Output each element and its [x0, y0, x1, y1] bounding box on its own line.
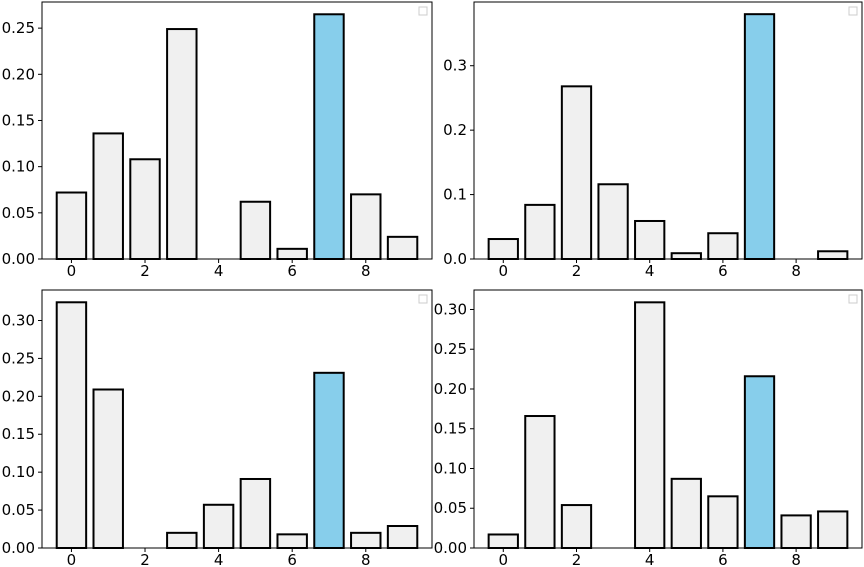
bar-5	[239, 477, 272, 549]
y-tick-label: 0.10	[2, 463, 35, 481]
x-tick-label: 0	[499, 551, 509, 567]
bar-4	[634, 301, 666, 549]
bar-0	[487, 238, 519, 260]
y-tick-label: 0.15	[2, 425, 35, 443]
bar-0	[55, 301, 88, 549]
highlighted-bar-7	[743, 375, 776, 549]
y-tick-label: 0.20	[2, 387, 35, 405]
x-tick-label: 8	[791, 262, 801, 280]
x-tick-label: 4	[214, 551, 224, 567]
axes-frame	[41, 1, 433, 260]
y-tick-label: 0.10	[434, 459, 467, 477]
x-tick-label: 2	[572, 551, 582, 567]
legend-box	[418, 6, 428, 16]
bar-1	[524, 203, 556, 261]
chart-panel-2: 0.0 0.1 0.2 0.3 0 2 4 6 8	[443, 1, 863, 280]
y-tick-label: 0.25	[2, 19, 35, 37]
bar-3	[166, 531, 198, 550]
x-tick-label: 6	[718, 551, 728, 567]
y-tick-label: 0.25	[434, 340, 467, 358]
chart-panel-3: 0.00 0.05 0.10 0.15 0.20 0.25 0.30 0 2 4 6 8	[2, 289, 433, 567]
bar-9	[386, 525, 419, 550]
y-tick-label: 0.20	[434, 380, 467, 398]
y-tick-label: 0.05	[2, 204, 35, 222]
bar-6	[276, 533, 308, 549]
y-tick-label: 0.2	[443, 121, 467, 139]
x-tick-label: 8	[791, 551, 801, 567]
bar-0	[487, 533, 519, 550]
y-tick-label: 0.20	[2, 65, 35, 83]
legend-box	[418, 294, 428, 304]
x-tick-label: 2	[140, 551, 150, 567]
highlighted-bar-7	[743, 13, 776, 260]
bar-6	[707, 495, 739, 550]
bar-5	[670, 477, 702, 550]
highlighted-bar-7	[313, 371, 345, 549]
bar-8	[350, 531, 382, 550]
y-tick-label: 0.25	[2, 349, 35, 367]
legend-box	[848, 294, 858, 304]
axes-frame	[41, 289, 433, 549]
chart-panel-4: 0.00 0.05 0.10 0.15 0.20 0.25 0.30 0 2 4 6 8	[434, 289, 863, 567]
bar-3	[166, 28, 198, 260]
x-tick-label: 6	[287, 262, 297, 280]
bar-1	[92, 388, 124, 549]
bar-6	[276, 247, 308, 261]
highlighted-bar-7	[313, 13, 345, 260]
y-tick-label: 0.15	[2, 111, 35, 129]
y-tick-label: 0.10	[2, 158, 35, 176]
bar-5	[670, 252, 702, 260]
bar-9	[817, 510, 849, 550]
bar-8	[350, 193, 382, 260]
x-tick-label: 8	[361, 262, 371, 280]
y-tick-label: 0.00	[2, 539, 35, 557]
bar-2	[560, 85, 593, 260]
y-tick-label: 0.3	[443, 57, 467, 75]
bar-2	[560, 504, 593, 549]
x-tick-label: 6	[287, 551, 297, 567]
y-tick-label: 0.05	[434, 499, 467, 517]
x-tick-label: 2	[572, 262, 582, 280]
bar-2	[129, 158, 161, 260]
bar-9	[386, 235, 419, 261]
x-tick-label: 6	[718, 262, 728, 280]
chart-panel-1: 0.00 0.05 0.10 0.15 0.20 0.25 0 2 4 6 8	[2, 1, 433, 280]
bar-1	[92, 132, 124, 260]
x-tick-label: 0	[499, 262, 509, 280]
y-tick-label: 0.30	[2, 311, 35, 329]
y-tick-label: 0.0	[443, 250, 467, 268]
y-tick-label: 0.15	[434, 420, 467, 438]
bar-9	[817, 250, 849, 260]
bar-3	[597, 183, 629, 260]
x-tick-label: 0	[67, 262, 77, 280]
x-tick-label: 0	[67, 551, 77, 567]
y-tick-label: 0.00	[2, 250, 35, 268]
x-tick-label: 4	[645, 262, 655, 280]
y-tick-label: 0.00	[434, 539, 467, 557]
bar-0	[55, 191, 88, 261]
x-tick-label: 4	[214, 262, 224, 280]
bar-8	[780, 514, 812, 550]
legend-box	[848, 6, 858, 16]
y-tick-label: 0.05	[2, 501, 35, 519]
x-tick-label: 8	[361, 551, 371, 567]
bar-1	[524, 415, 556, 549]
x-tick-label: 2	[140, 262, 150, 280]
x-tick-label: 4	[645, 551, 655, 567]
axes-frame	[473, 289, 863, 549]
y-tick-label: 0.1	[443, 186, 467, 204]
y-tick-label: 0.30	[434, 300, 467, 318]
bar-4	[202, 503, 235, 550]
bar-6	[707, 232, 739, 260]
bar-4	[634, 219, 666, 260]
bar-5	[239, 200, 272, 260]
